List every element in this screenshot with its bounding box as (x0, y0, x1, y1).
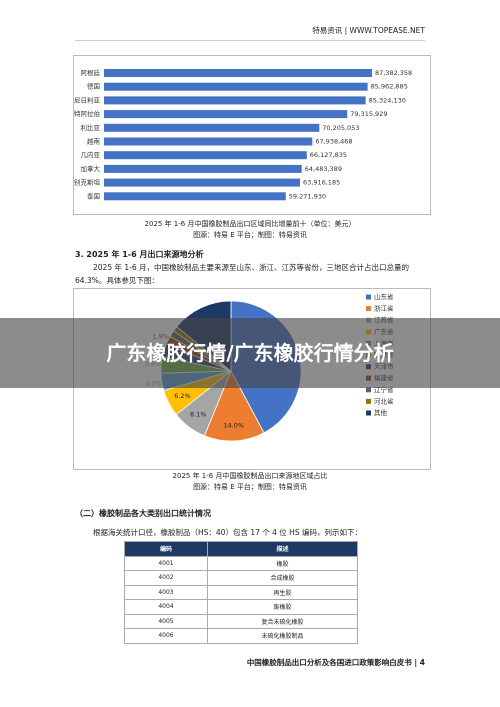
category-label: 泰国 (87, 191, 100, 200)
category-label: 沙特阿拉伯 (74, 109, 100, 118)
banner-text: 广东橡胶行情/广东橡胶行情分析 (106, 341, 394, 365)
pie-slice (203, 370, 265, 442)
table-cell: 4003 (124, 584, 208, 600)
header: 特易资讯 | WWW.TOPEASE.NET (312, 26, 425, 35)
value-label: 59,271,930 (289, 192, 326, 200)
category-label: 加拿大 (81, 164, 101, 173)
bar (104, 164, 302, 173)
table-cell: 4006 (124, 628, 208, 644)
value-label: 85,324,130 (369, 96, 406, 104)
legend-swatch (366, 387, 371, 393)
bar-caption: 2025 年 1-6 月中国橡胶制品出口区域同比增量前十（单位：美元） (144, 220, 356, 228)
bar-chart-box: 阿根廷 87,382,358 德国 85,962,885 尼日利亚 85,324,130 沙… (61, 55, 431, 215)
paragraph: 2025 年 1-6 月，中国橡胶制品主要来源至山东、浙江、江苏等省份，三地区合… (75, 263, 409, 285)
table-row: 4004 废橡胶 (124, 599, 358, 615)
value-label: 14.0% (223, 422, 244, 430)
value-label: 79,315,929 (350, 110, 387, 118)
value-label: 66,127,835 (310, 151, 347, 159)
value-label: 6.2% (174, 392, 191, 400)
table-row: 4003 再生胶 (124, 584, 358, 600)
value-label: 87,382,358 (375, 69, 412, 77)
value-label: 64,483,389 (305, 165, 342, 173)
table-row: 4001 橡胶 (124, 555, 358, 571)
header-rule (75, 40, 425, 41)
legend-label: 浙江省 (374, 304, 394, 313)
category-label: 德国 (87, 82, 100, 91)
category-label: 乌兹别克斯坦 (74, 178, 101, 187)
category-label: 阿根廷 (81, 68, 101, 77)
table-row: 4005 复合未硫化橡胶 (124, 613, 358, 629)
category-label: 几内亚 (81, 150, 101, 159)
bar (104, 82, 368, 91)
table-row: 4006 未硫化橡胶制品 (124, 628, 358, 644)
bar (104, 137, 313, 146)
table-cell: 未硫化橡胶制品 (207, 628, 358, 644)
bar (104, 110, 348, 119)
legend-label: 河北省 (374, 396, 394, 405)
bar (104, 123, 320, 132)
table-header: 编码 (124, 541, 208, 557)
legend-swatch (366, 410, 371, 416)
table-header: 描述 (207, 541, 358, 557)
banner: 广东橡胶行情/广东橡胶行情分析 (0, 318, 500, 388)
bar (104, 178, 301, 187)
pie-caption: 2025 年 1-6 月中国橡胶制品出口来源地区域占比 (172, 472, 328, 480)
bar (104, 96, 366, 105)
value-label: 85,962,885 (371, 83, 408, 91)
legend-label: 山东省 (374, 292, 394, 301)
legend-label: 其他 (374, 408, 388, 417)
table-cell: 复合未硫化橡胶 (207, 613, 358, 629)
table-cell: 合成橡胶 (207, 570, 358, 586)
table-cell: 4005 (124, 613, 208, 629)
footer: 中国橡胶制品出口分析及各国进口政策影响白皮书 | 4 (246, 658, 425, 667)
legend-swatch (366, 294, 371, 300)
bar (104, 192, 286, 201)
legend-label: 辽宁省 (374, 385, 394, 394)
table-cell: 4004 (124, 599, 208, 615)
legend-swatch (366, 398, 371, 404)
table-cell: 再生胶 (207, 584, 358, 600)
category-label: 利比亚 (81, 123, 101, 132)
table: 编码 描述 4001 橡胶 4002 合成橡胶 4003 再生胶 4004 废橡胶 4005 复合未… (124, 541, 358, 644)
bar-chart: 阿根廷 87,382,358 德国 85,962,885 尼日利亚 85,324,130 沙… (61, 68, 412, 201)
table-cell: 4001 (124, 555, 208, 571)
value-label: 70,205,053 (322, 124, 359, 132)
table-cell: 废橡胶 (207, 599, 358, 615)
bar (104, 69, 372, 77)
category-label: 尼日利亚 (74, 95, 101, 104)
value-label: 63,916,185 (303, 179, 340, 187)
category-label: 越南 (87, 137, 101, 146)
bar-source: 图源：特易 E 平台；制图：特易资讯 (193, 231, 307, 239)
section-heading: （二）橡胶制品各大类别出口统计情况 (75, 509, 211, 518)
value-label: 67,938,468 (315, 138, 352, 146)
pie-source: 图源：特易 E 平台；制图：特易资讯 (193, 483, 307, 491)
value-label: 8.1% (190, 411, 207, 419)
table-cell: 4002 (124, 570, 208, 586)
table-row: 4002 合成橡胶 (124, 570, 358, 586)
legend-swatch (366, 306, 371, 312)
section-heading: 3. 2025 年 1-6 月出口来源地分析 (75, 250, 204, 259)
table-cell: 橡胶 (207, 555, 358, 571)
bar (104, 151, 307, 160)
paragraph: 根据海关统计口径，橡胶制品（HS：40）包含 17 个 4 位 HS 编码，列示… (93, 528, 362, 537)
